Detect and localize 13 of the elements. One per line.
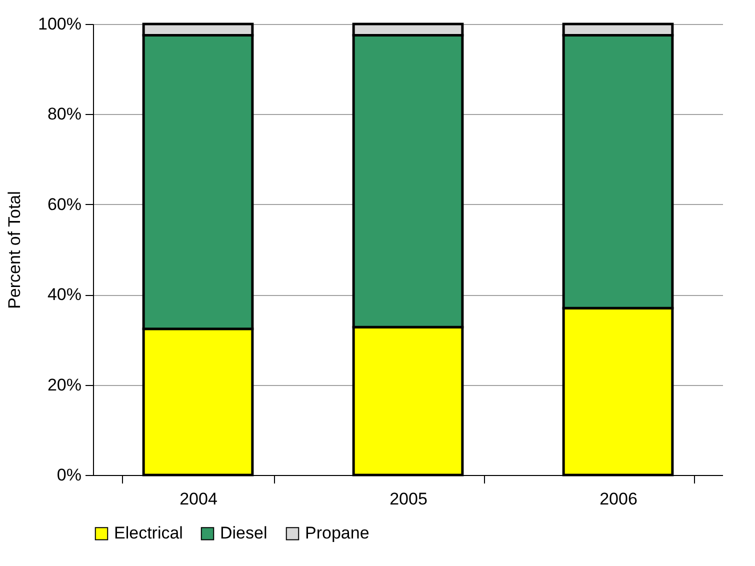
x-tick-label: 2005 bbox=[390, 490, 428, 508]
y-tick-label: 80% bbox=[47, 104, 82, 124]
legend-label: Propane bbox=[305, 524, 370, 543]
y-tick-label: 0% bbox=[56, 466, 82, 484]
y-tick-label: 100% bbox=[38, 14, 82, 34]
y-tick-label: 40% bbox=[47, 285, 82, 304]
y-axis-title: Percent of Total bbox=[5, 191, 24, 309]
legend-label: Electrical bbox=[114, 524, 183, 543]
y-tick-label: 60% bbox=[47, 194, 82, 214]
x-tick-label: 2006 bbox=[600, 490, 638, 508]
x-tick-label: 2004 bbox=[180, 490, 218, 508]
y-tick-label: 20% bbox=[47, 375, 82, 394]
legend-label: Diesel bbox=[220, 524, 268, 543]
